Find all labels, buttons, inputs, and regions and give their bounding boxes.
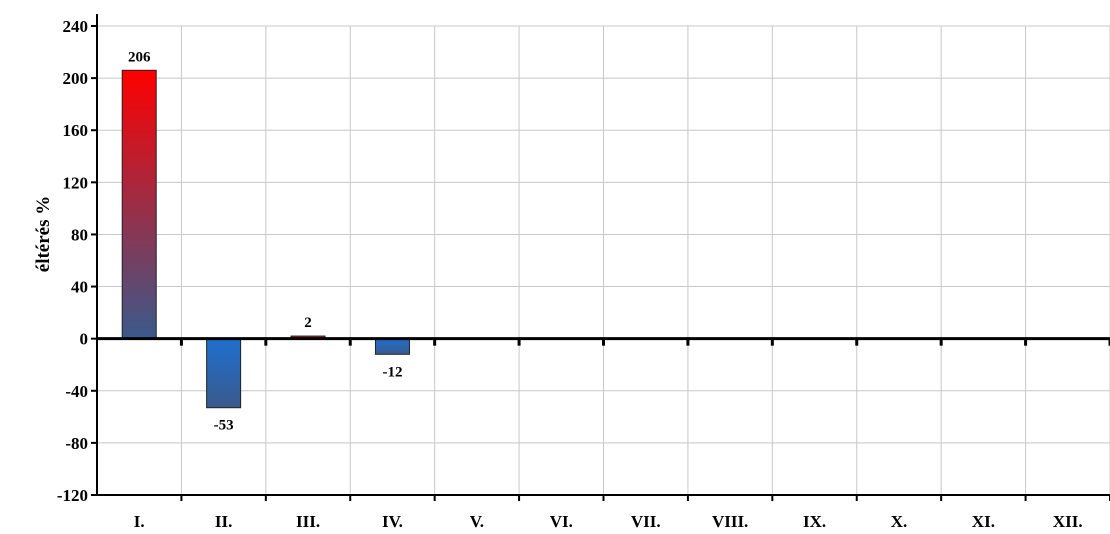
x-category-label: IX. <box>803 512 826 531</box>
y-tick-label: 40 <box>71 278 88 297</box>
data-label: -12 <box>382 364 402 380</box>
data-label: 2 <box>304 315 312 331</box>
y-tick-label: 0 <box>80 330 89 349</box>
bar-II <box>206 338 242 409</box>
y-tick-label: 120 <box>63 173 89 192</box>
y-axis-title: éltérés % <box>33 196 54 272</box>
x-category-label: VIII. <box>712 512 748 531</box>
y-tick-label: 200 <box>63 69 89 88</box>
y-tick-label: 160 <box>63 121 89 140</box>
data-label: 206 <box>128 49 151 65</box>
y-tick-label: -120 <box>57 486 88 505</box>
bar-I <box>121 69 157 340</box>
data-label: -53 <box>214 418 234 434</box>
x-category-label: III. <box>296 512 320 531</box>
x-category-label: IV. <box>382 512 403 531</box>
x-category-label: VII. <box>631 512 661 531</box>
labels: -120 -80 -40 0 40 80 120 160 200 240 I. II. III. IV. V… <box>57 17 1083 531</box>
x-category-label: V. <box>470 512 484 531</box>
x-category-label: VI. <box>550 512 573 531</box>
y-tick-label: -40 <box>65 382 88 401</box>
y-tick-label: 240 <box>63 17 89 36</box>
bar-IV <box>374 338 410 355</box>
axes <box>91 14 1110 501</box>
gridlines <box>97 25 1110 495</box>
y-tick-label: -80 <box>65 434 88 453</box>
y-tick-label: 80 <box>71 225 88 244</box>
x-category-label: II. <box>215 512 232 531</box>
x-category-label: I. <box>134 512 145 531</box>
x-category-label: XI. <box>972 512 995 531</box>
x-category-label: XII. <box>1053 512 1083 531</box>
x-category-label: X. <box>891 512 908 531</box>
